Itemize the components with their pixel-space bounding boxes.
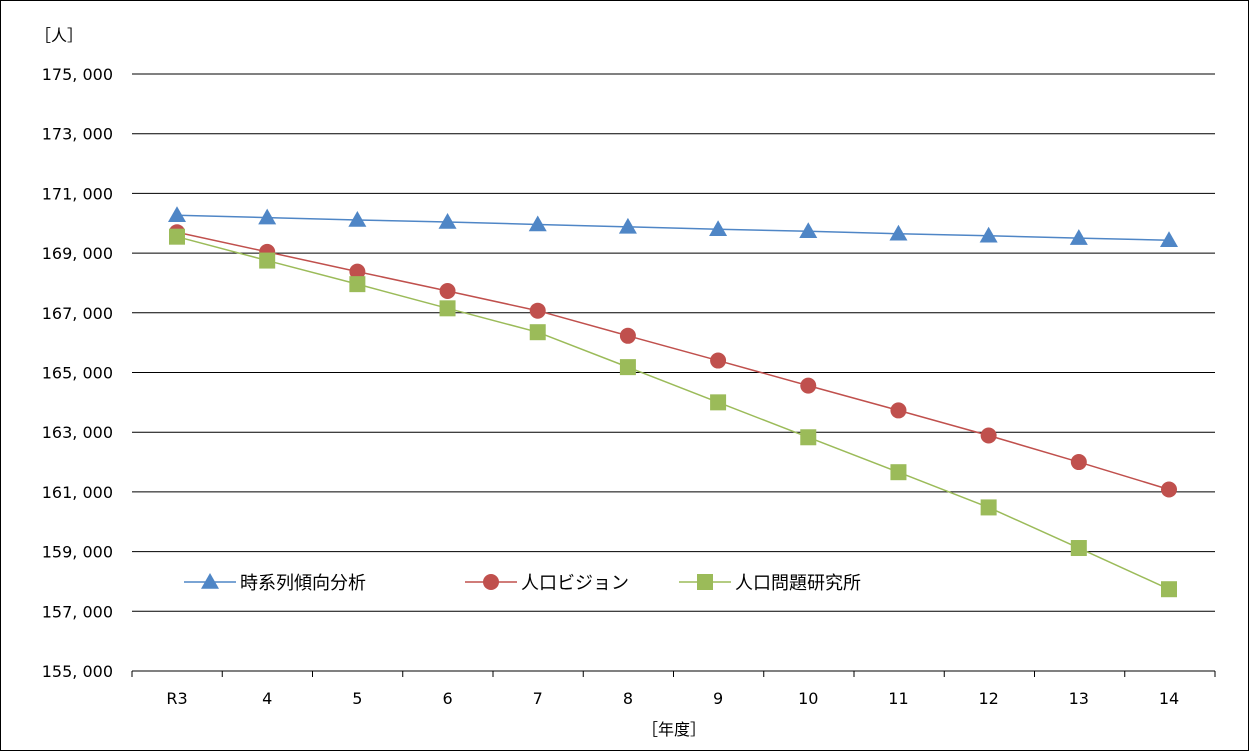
data-point [619, 327, 636, 344]
x-tick-label: 7 [533, 689, 543, 708]
y-tick-label: 165, 000 [42, 364, 113, 383]
data-point [1161, 481, 1177, 498]
series-line [176, 214, 1170, 242]
data-point [439, 283, 456, 300]
y-tick-label: 163, 000 [42, 423, 113, 442]
data-point [258, 208, 277, 225]
y-tick-label: 155, 000 [42, 662, 113, 681]
x-tick-label: 14 [1159, 689, 1179, 708]
data-point [169, 228, 185, 245]
data-point [529, 324, 546, 341]
series-group [168, 206, 1178, 598]
gridlines [132, 73, 1215, 672]
data-point [889, 224, 908, 241]
y-axis-ticks: 155, 000 157, 000 159, 000 161, 000 163, 000… [42, 65, 113, 681]
data-point [709, 220, 728, 236]
data-point [799, 222, 818, 239]
legend-marker [697, 574, 713, 590]
data-point [168, 206, 186, 222]
legend-label: 人口問題研究所 [735, 573, 861, 594]
legend-marker [201, 573, 219, 589]
x-tick-label: 6 [442, 689, 452, 708]
data-point [1070, 454, 1087, 471]
y-tick-label: 167, 000 [42, 304, 113, 323]
legend-label: 時系列傾向分析 [240, 573, 366, 594]
series-line [176, 231, 1170, 491]
data-point [1160, 231, 1178, 248]
data-point [529, 302, 546, 319]
legend-label: 人口ビジョン [521, 573, 629, 594]
x-tick-label: 8 [623, 689, 633, 708]
legend: 時系列傾向分析 人口ビジョン 人口問題研究所 [184, 573, 861, 594]
data-point [618, 217, 637, 234]
x-tick-label: R3 [166, 689, 187, 708]
data-point [619, 359, 636, 376]
data-point [349, 276, 366, 293]
data-point [528, 215, 547, 232]
y-tick-label: 173, 000 [42, 125, 113, 144]
legend-item-1: 時系列傾向分析 [184, 573, 366, 594]
series-1 [168, 206, 1178, 248]
data-point [439, 300, 456, 317]
data-point [259, 252, 276, 269]
data-point [800, 377, 817, 394]
legend-marker [483, 574, 499, 590]
y-tick-label: 159, 000 [42, 543, 113, 562]
series-line [176, 235, 1170, 590]
y-tick-label: 169, 000 [42, 244, 113, 263]
data-point [980, 499, 997, 516]
data-point [710, 394, 727, 411]
data-point [1069, 229, 1088, 245]
x-tick-label: 5 [352, 689, 362, 708]
data-point [979, 226, 998, 243]
data-point [890, 464, 907, 481]
data-point [1161, 581, 1177, 598]
data-point [349, 263, 366, 280]
data-point [710, 352, 727, 369]
data-point [800, 429, 817, 446]
y-axis-label: ［人］ [35, 26, 83, 45]
y-tick-label: 175, 000 [42, 65, 113, 84]
legend-item-3: 人口問題研究所 [679, 573, 861, 594]
x-tick-label: 13 [1069, 689, 1089, 708]
x-axis-ticks: R3 4 5 6 7 8 9 10 11 12 13 14 [131, 671, 1216, 708]
data-point [890, 402, 907, 419]
y-tick-label: 171, 000 [42, 184, 113, 203]
legend-item-2: 人口ビジョン [465, 573, 629, 594]
x-tick-label: 10 [798, 689, 818, 708]
data-point [348, 210, 367, 227]
data-point [980, 427, 997, 444]
y-tick-label: 157, 000 [42, 602, 113, 621]
x-tick-label: 9 [713, 689, 723, 708]
data-point [438, 213, 457, 229]
y-tick-label: 161, 000 [42, 483, 113, 502]
series-2 [169, 224, 1177, 498]
x-tick-label: 12 [978, 689, 998, 708]
x-axis-label: ［年度］ [642, 720, 706, 739]
x-tick-label: 4 [262, 689, 272, 708]
data-point [1070, 540, 1087, 557]
x-tick-label: 11 [888, 689, 908, 708]
series-3 [169, 228, 1177, 598]
